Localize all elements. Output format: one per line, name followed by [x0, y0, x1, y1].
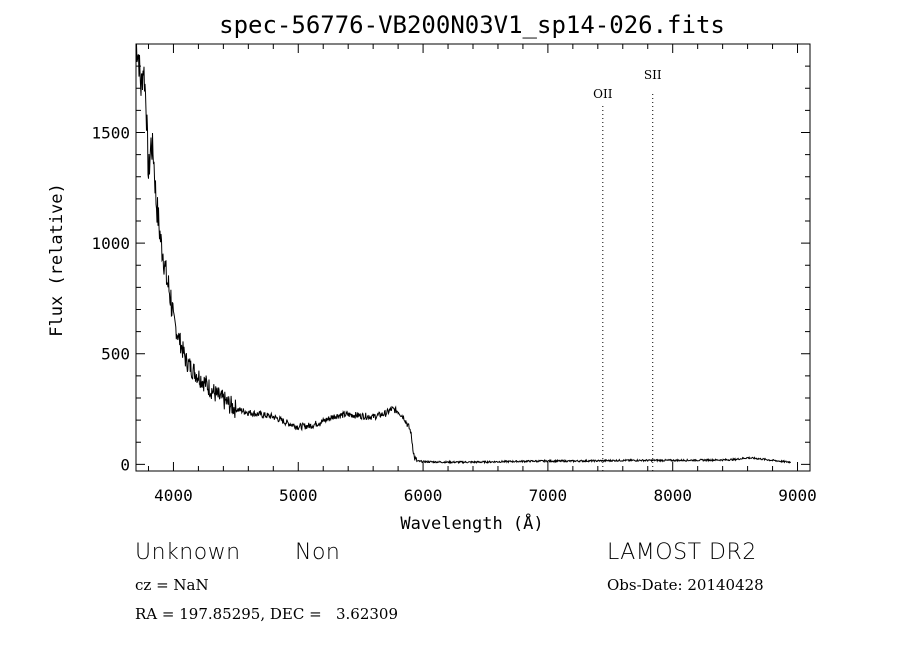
x-tick-label: 7000 — [529, 486, 568, 505]
y-tick-label: 500 — [101, 345, 130, 364]
plot-frame — [135, 43, 811, 472]
y-tick-label: 0 — [120, 455, 130, 474]
object-class: Unknown — [135, 540, 241, 565]
obs-date: Obs-Date: 20140428 — [607, 576, 764, 594]
x-tick-label: 9000 — [778, 486, 817, 505]
x-tick-label: 6000 — [404, 486, 443, 505]
chart-title: spec-56776-VB200N03V1_sp14-026.fits — [219, 11, 725, 39]
emission-line-label: SII — [644, 68, 662, 82]
y-axis-label: Flux (relative) — [47, 183, 67, 337]
y-tick-label: 1500 — [91, 123, 130, 142]
x-tick-label: 8000 — [653, 486, 692, 505]
redshift-cz: cz = NaN — [135, 576, 209, 594]
survey-name: LAMOST DR2 — [607, 540, 757, 565]
object-subclass: Non — [295, 540, 341, 565]
x-tick-label: 5000 — [279, 486, 318, 505]
x-tick-label: 4000 — [154, 486, 193, 505]
spectrum-line — [135, 43, 792, 465]
coordinates: RA = 197.85295, DEC = 3.62309 — [135, 605, 399, 623]
x-axis-label: Wavelength (Å) — [400, 512, 543, 534]
emission-line-label: OII — [593, 87, 613, 101]
y-tick-label: 1000 — [91, 234, 130, 253]
